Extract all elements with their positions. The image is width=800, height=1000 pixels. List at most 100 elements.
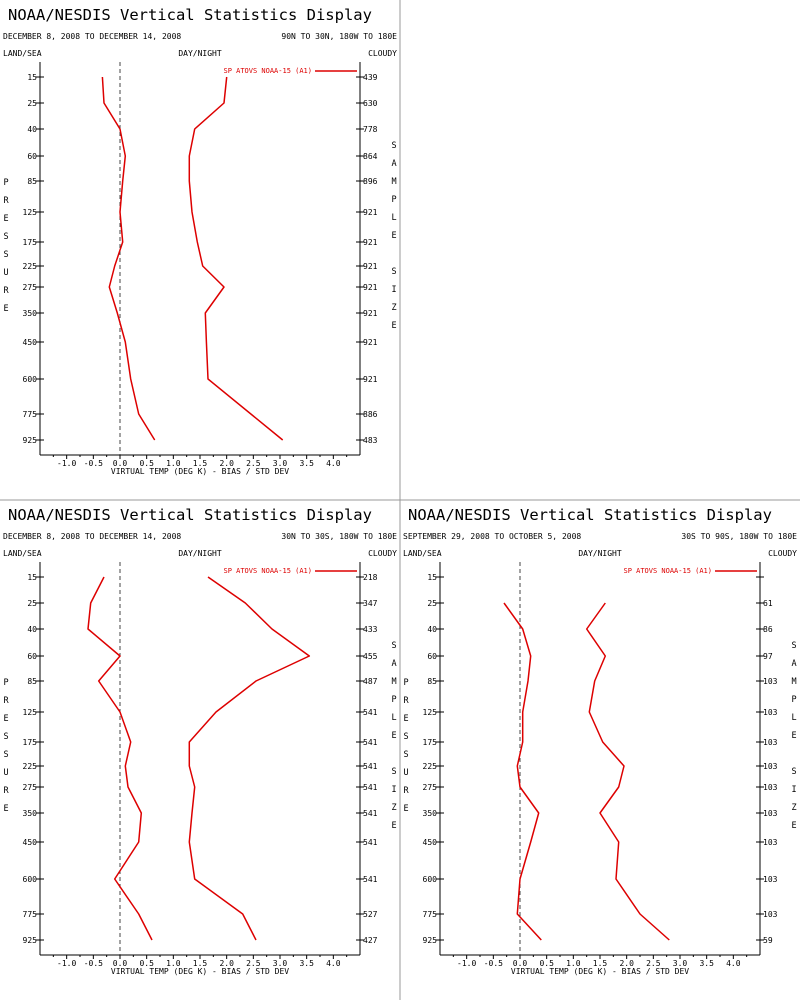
x-tick-label: 1.0 [166, 459, 181, 468]
sample-size-label: 103 [763, 809, 778, 818]
sample-size-label: 778 [363, 125, 378, 134]
pressure-tick-label: 600 [23, 875, 38, 884]
x-tick-label: -0.5 [84, 459, 103, 468]
sample-size-label: 921 [363, 309, 378, 318]
pressure-letter: R [403, 786, 409, 796]
bias-line [503, 602, 542, 941]
x-tick-label: -1.0 [57, 459, 76, 468]
x-tick-label: 1.0 [566, 959, 581, 968]
sample-size-label: 103 [763, 910, 778, 919]
sample-letter: E [391, 321, 396, 331]
x-tick-label: 1.0 [166, 959, 181, 968]
sample-letter: A [791, 659, 796, 669]
land-sea-label: LAND/SEA [403, 549, 442, 558]
pressure-letter: E [3, 214, 8, 224]
pressure-letter: E [3, 304, 8, 314]
pressure-letter: P [3, 178, 8, 188]
pressure-letter: E [403, 804, 408, 814]
sample-letter: E [391, 231, 396, 241]
sample-size-label: 455 [363, 652, 378, 661]
sample-letter: S [391, 767, 396, 777]
pressure-tick-label: 125 [423, 708, 438, 717]
sample-size-label: 541 [363, 838, 378, 847]
pressure-tick-label: 775 [423, 910, 438, 919]
sample-size-label: 921 [363, 283, 378, 292]
chart-title: NOAA/NESDIS Vertical Statistics Display [8, 6, 372, 24]
pressure-tick-label: 125 [23, 208, 38, 217]
sample-size-label: 61 [763, 599, 773, 608]
day-night-label: DAY/NIGHT [178, 49, 222, 58]
cloudy-label: CLOUDY [368, 49, 397, 58]
x-tick-label: -0.5 [484, 959, 503, 968]
pressure-tick-label: 40 [27, 125, 37, 134]
pressure-tick-label: 175 [423, 738, 438, 747]
sample-size-label: 541 [363, 738, 378, 747]
sample-size-label: 59 [763, 936, 773, 945]
x-tick-label: 0.5 [139, 459, 154, 468]
sample-size-label: 103 [763, 738, 778, 747]
pressure-tick-label: 925 [23, 436, 38, 445]
sample-letter: L [791, 713, 796, 723]
legend-label: SP ATOVS NOAA-15 (A1) [623, 567, 712, 575]
pressure-letter: R [403, 696, 409, 706]
panel-1: NOAA/NESDIS Vertical Statistics Display D… [3, 6, 397, 476]
sample-size-label: 433 [363, 625, 378, 634]
x-axis-label: VIRTUAL TEMP (DEG K) - BIAS / STD DEV [111, 967, 289, 976]
sample-letter: E [791, 821, 796, 831]
x-tick-label: -1.0 [457, 959, 476, 968]
region: 30S TO 90S, 180W TO 180E [681, 532, 797, 541]
sample-letter: E [391, 731, 396, 741]
pressure-tick-label: 40 [27, 625, 37, 634]
pressure-tick-label: 175 [23, 238, 38, 247]
x-tick-label: 3.5 [299, 459, 314, 468]
x-tick-label: 3.0 [673, 959, 688, 968]
pressure-letter: S [3, 732, 8, 742]
pressure-tick-label: 450 [423, 838, 438, 847]
pressure-tick-label: 125 [23, 708, 38, 717]
pressure-letter: S [403, 732, 408, 742]
pressure-letter: S [3, 250, 8, 260]
sample-size-label: 218 [363, 573, 378, 582]
pressure-tick-label: 925 [23, 936, 38, 945]
sample-size-label: 103 [763, 875, 778, 884]
pressure-tick-label: 60 [27, 152, 37, 161]
sample-size-label: 487 [363, 677, 378, 686]
pressure-tick-label: 775 [23, 410, 38, 419]
region: 30N TO 30S, 180W TO 180E [281, 532, 397, 541]
legend-label: SP ATOVS NOAA-15 (A1) [223, 567, 312, 575]
sample-size-label: 103 [763, 677, 778, 686]
day-night-label: DAY/NIGHT [578, 549, 622, 558]
pressure-tick-label: 25 [27, 599, 37, 608]
sample-letter: M [391, 677, 396, 687]
pressure-tick-label: 600 [423, 875, 438, 884]
pressure-letter: R [3, 196, 9, 206]
std-dev-line [188, 576, 311, 941]
sample-size-label: 103 [763, 708, 778, 717]
sample-size-label: 103 [763, 783, 778, 792]
pressure-tick-label: 225 [23, 762, 38, 771]
x-tick-label: 3.0 [273, 959, 288, 968]
pressure-tick-label: 275 [423, 783, 438, 792]
sample-letter: I [391, 785, 396, 795]
cloudy-label: CLOUDY [768, 549, 797, 558]
sample-letter: S [791, 767, 796, 777]
pressure-tick-label: 350 [23, 809, 38, 818]
pressure-tick-label: 275 [23, 783, 38, 792]
sample-size-label: 541 [363, 809, 378, 818]
sample-size-label: 541 [363, 875, 378, 884]
sample-size-label: 483 [363, 436, 378, 445]
x-tick-label: 3.5 [299, 959, 314, 968]
sample-size-label: 97 [763, 652, 773, 661]
cloudy-label: CLOUDY [368, 549, 397, 558]
x-axis-label: VIRTUAL TEMP (DEG K) - BIAS / STD DEV [111, 467, 289, 476]
sample-letter: S [391, 641, 396, 651]
std-dev-line [188, 76, 284, 441]
sample-size-label: 86 [763, 625, 773, 634]
x-tick-label: 2.0 [219, 459, 234, 468]
sample-size-label: 921 [363, 262, 378, 271]
day-night-label: DAY/NIGHT [178, 549, 222, 558]
pressure-tick-label: 775 [23, 910, 38, 919]
sample-size-label: 896 [363, 177, 378, 186]
pressure-tick-label: 350 [423, 809, 438, 818]
